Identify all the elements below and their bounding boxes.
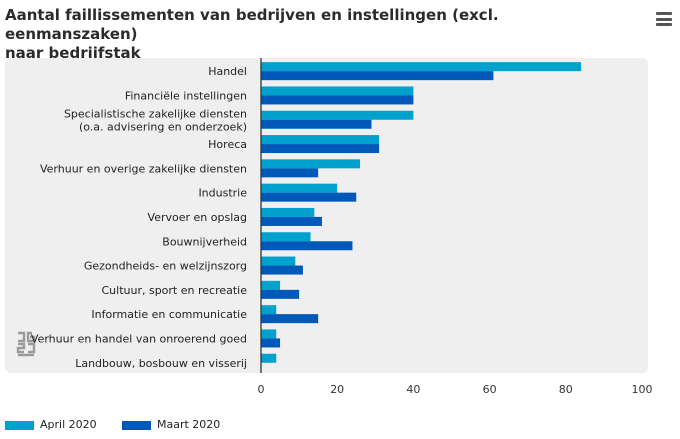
bar-april — [261, 353, 277, 363]
category-label: Verhuur en overige zakelijke diensten — [40, 162, 247, 175]
bar-maart — [261, 144, 380, 154]
x-tick-label: 0 — [258, 383, 265, 396]
x-tick-label: 60 — [483, 383, 497, 396]
bar-april — [261, 256, 296, 266]
bar-maart — [261, 119, 372, 129]
bar-maart — [261, 95, 414, 105]
plot-background — [5, 58, 648, 373]
chart-title-line-2: naar bedrijfstak — [5, 44, 141, 62]
legend-item-april[interactable]: April 2020 — [5, 416, 115, 434]
category-label: Gezondheids- en welzijnszorg — [84, 260, 247, 273]
chart-title-line-1: Aantal faillissementen van bedrijven en … — [5, 6, 499, 43]
bar-april — [261, 232, 311, 242]
category-label: Horeca — [208, 138, 247, 151]
category-label: Cultuur, sport en recreatie — [101, 284, 247, 297]
x-tick-label: 80 — [559, 383, 573, 396]
x-tick-label: 20 — [330, 383, 344, 396]
category-label: Industrie — [198, 187, 247, 200]
bar-maart — [261, 289, 300, 299]
legend-swatch-maart — [122, 421, 151, 430]
category-label: Handel — [208, 65, 247, 78]
bar-maart — [261, 338, 281, 348]
bar-maart — [261, 241, 353, 251]
bar-maart — [261, 216, 322, 226]
cbs-logo-icon — [16, 331, 36, 357]
category-label: Verhuur en handel van onroerend goed — [31, 332, 247, 345]
bar-april — [261, 86, 414, 96]
chart-title: Aantal faillissementen van bedrijven en … — [5, 6, 605, 63]
category-label: Bouwnijverheid — [162, 235, 247, 248]
bar-maart — [261, 71, 494, 81]
bar-maart — [261, 314, 319, 324]
category-label: Landbouw, bosbouw en visserij — [75, 357, 247, 370]
category-label: Vervoer en opslag — [148, 211, 247, 224]
category-label: Specialistische zakelijke diensten — [64, 107, 247, 120]
legend-item-maart[interactable]: Maart 2020 — [122, 416, 242, 434]
category-label: Informatie en communicatie — [91, 308, 247, 321]
bar-maart — [261, 265, 303, 275]
category-label: Financiële instellingen — [125, 89, 247, 102]
bar-april — [261, 135, 380, 145]
category-label: (o.a. advisering en onderzoek) — [79, 120, 247, 133]
bar-april — [261, 110, 414, 120]
legend-label-april: April 2020 — [40, 418, 97, 431]
bar-april — [261, 305, 277, 315]
bar-april — [261, 159, 361, 169]
x-tick-label: 40 — [406, 383, 420, 396]
bar-april — [261, 183, 338, 193]
legend: April 2020 Maart 2020 — [0, 416, 680, 434]
bar-maart — [261, 168, 319, 178]
bar-april — [261, 207, 315, 217]
bar-maart — [261, 192, 357, 202]
bar-april — [261, 280, 281, 290]
x-tick-label: 100 — [632, 383, 653, 396]
bar-april — [261, 62, 582, 72]
legend-label-maart: Maart 2020 — [157, 418, 221, 431]
hamburger-menu-icon[interactable] — [656, 12, 672, 26]
bar-april — [261, 329, 277, 339]
legend-swatch-april — [5, 421, 34, 430]
